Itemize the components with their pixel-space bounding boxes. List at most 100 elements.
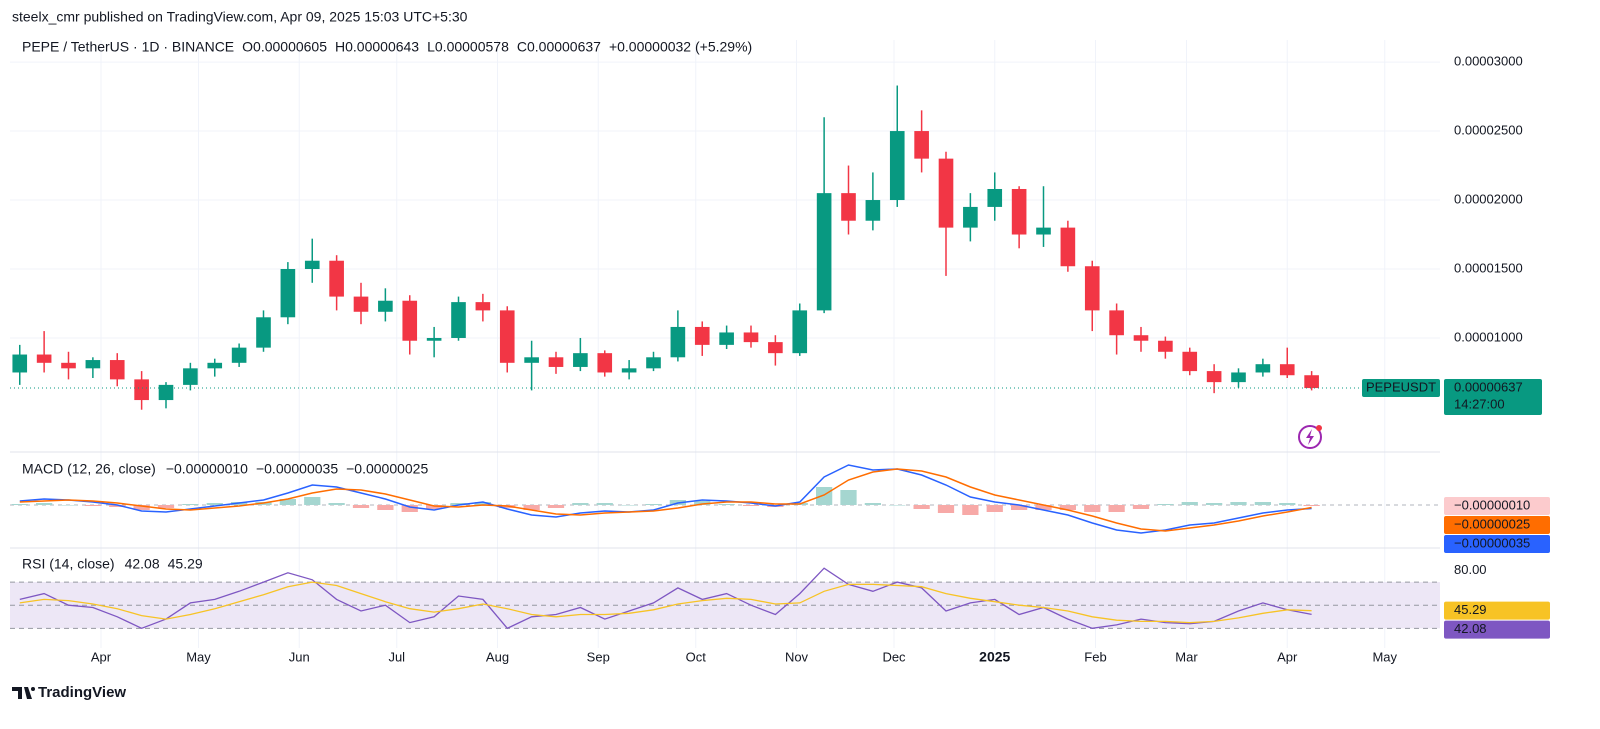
candle-body bbox=[304, 260, 320, 270]
candle-body bbox=[524, 357, 539, 363]
x-tick-label: Aug bbox=[486, 649, 509, 664]
histogram-bar bbox=[182, 504, 199, 505]
candle-body bbox=[865, 200, 881, 221]
candle-body bbox=[1036, 227, 1051, 235]
histogram-bar bbox=[621, 505, 638, 506]
legend-text: H bbox=[335, 39, 345, 55]
candle-body bbox=[621, 368, 637, 373]
histogram-bar bbox=[206, 503, 223, 505]
histogram-bar bbox=[1206, 503, 1223, 505]
x-tick-label: May bbox=[186, 649, 211, 664]
histogram-bar bbox=[1132, 505, 1150, 509]
value-tag-label: 42.08 bbox=[1454, 621, 1487, 636]
histogram-bar bbox=[889, 505, 906, 506]
legend-text: +0.00000032 (+5.29%) bbox=[609, 39, 752, 55]
price-label: 0.00000637 bbox=[1454, 379, 1523, 394]
candle-body bbox=[841, 193, 856, 221]
logo-mark bbox=[12, 687, 32, 699]
histogram-bar bbox=[474, 502, 491, 505]
y-tick-label: 0.00001500 bbox=[1454, 260, 1523, 275]
rsi-line bbox=[19, 581, 1312, 624]
candle-body bbox=[61, 362, 76, 369]
candle-body bbox=[987, 188, 1003, 207]
histogram-bar bbox=[1011, 505, 1028, 510]
legend-text: 45.29 bbox=[168, 556, 203, 572]
histogram-bar bbox=[1157, 504, 1174, 505]
macd-line bbox=[19, 468, 1312, 532]
candle-body bbox=[1060, 227, 1076, 267]
candle-body bbox=[938, 158, 954, 228]
histogram-bar bbox=[11, 504, 28, 505]
candle-body bbox=[231, 347, 247, 363]
histogram-bar bbox=[937, 505, 955, 513]
x-tick-label: Apr bbox=[1277, 649, 1298, 664]
candle-body bbox=[792, 310, 808, 354]
logo-dot bbox=[31, 687, 35, 691]
x-tick-label: Dec bbox=[882, 649, 906, 664]
candle-body bbox=[329, 260, 344, 297]
symbol-tag bbox=[1362, 379, 1440, 398]
candle-body bbox=[280, 269, 296, 318]
icon-bolt bbox=[1306, 429, 1314, 445]
histogram-bar bbox=[1303, 505, 1320, 506]
x-tick-label: Nov bbox=[785, 649, 809, 664]
candle-body bbox=[183, 368, 198, 385]
candle-body bbox=[12, 354, 28, 373]
candle-body bbox=[670, 326, 686, 358]
legend-text: −0.00000035 bbox=[256, 461, 338, 477]
candle-body bbox=[914, 131, 929, 159]
value-tag bbox=[1444, 620, 1550, 639]
value-tag bbox=[1444, 535, 1550, 553]
candle-body bbox=[36, 354, 52, 363]
histogram-bar bbox=[450, 503, 467, 505]
legend-text: PEPE / TetherUS · 1D · BINANCE bbox=[22, 39, 234, 55]
x-tick-label: Mar bbox=[1175, 649, 1198, 664]
candle-body bbox=[1206, 371, 1222, 383]
macd-line bbox=[19, 464, 1312, 534]
histogram-bar bbox=[377, 505, 394, 510]
legend-text: −0.00000010 bbox=[166, 461, 248, 477]
x-tick-label: Feb bbox=[1084, 649, 1106, 664]
candle-body bbox=[1011, 188, 1027, 235]
publisher: steelx_cmr published on TradingView.com,… bbox=[12, 9, 468, 25]
candle-body bbox=[963, 206, 978, 228]
x-tick-label: Jul bbox=[388, 649, 405, 664]
rsi-line bbox=[19, 567, 1312, 630]
candle-body bbox=[1133, 335, 1149, 341]
x-tick-label: Sep bbox=[587, 649, 610, 664]
candle-body bbox=[1084, 266, 1100, 311]
legend-text: −0.00000025 bbox=[346, 461, 428, 477]
symbol-label: PEPEUSDT bbox=[1366, 379, 1436, 394]
candle-body bbox=[1231, 372, 1246, 383]
candle-body bbox=[548, 357, 564, 367]
x-tick-label: Oct bbox=[686, 649, 707, 664]
histogram-bar bbox=[133, 505, 150, 510]
candle-body bbox=[134, 379, 149, 401]
candle-body bbox=[109, 360, 125, 380]
price-tag bbox=[1444, 379, 1542, 416]
value-tag-label: −0.00000010 bbox=[1454, 497, 1530, 512]
countdown: 14:27:00 bbox=[1454, 396, 1505, 411]
histogram-bar bbox=[1035, 505, 1052, 510]
candle-body bbox=[85, 360, 101, 369]
histogram-bar bbox=[718, 504, 735, 505]
histogram-bar bbox=[1059, 505, 1076, 510]
candle-body bbox=[1182, 351, 1198, 372]
candle-body bbox=[451, 302, 466, 338]
legend-text: 42.08 bbox=[125, 556, 160, 572]
histogram-bar bbox=[157, 505, 175, 508]
alert-icon[interactable] bbox=[1298, 425, 1322, 449]
histogram-bar bbox=[986, 505, 1003, 512]
candle-body bbox=[426, 337, 442, 341]
legend-text: 0.00000637 bbox=[527, 39, 601, 55]
histogram-bar bbox=[742, 505, 760, 506]
candle-body bbox=[256, 317, 271, 348]
histogram-bar bbox=[84, 505, 101, 506]
y-tick-label: 0.00001000 bbox=[1454, 329, 1523, 344]
candle-body bbox=[573, 353, 588, 367]
histogram-bar bbox=[547, 505, 565, 508]
legend-text: MACD (12, 26, close) bbox=[22, 461, 156, 477]
candle-body bbox=[1255, 364, 1271, 373]
x-tick-label: 2025 bbox=[979, 649, 1010, 665]
